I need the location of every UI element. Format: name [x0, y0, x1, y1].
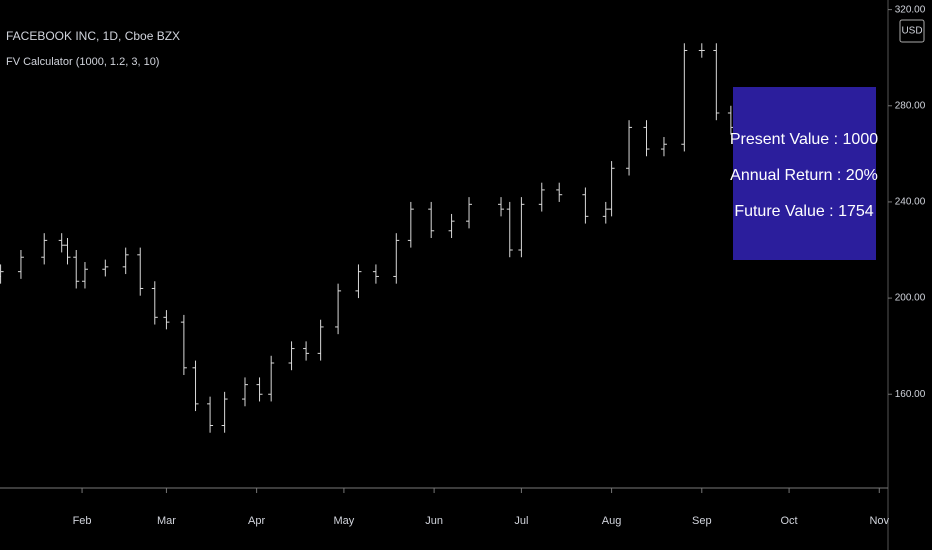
y-tick-label: 160.00: [895, 389, 926, 400]
info-row: Future Value : 1754: [734, 203, 873, 220]
symbol-title: FACEBOOK INC, 1D, Cboe BZX: [6, 29, 180, 43]
y-tick-label: 280.00: [895, 100, 926, 111]
x-tick-label: May: [334, 515, 355, 527]
x-tick-label: Feb: [73, 515, 92, 527]
y-tick-label: 320.00: [895, 4, 926, 15]
x-tick-label: Nov: [869, 515, 889, 527]
x-tick-label: Aug: [602, 515, 622, 527]
x-tick-label: Mar: [157, 515, 176, 527]
currency-label[interactable]: USD: [901, 26, 922, 37]
x-tick-label: Jun: [425, 515, 443, 527]
x-tick-label: Oct: [781, 515, 798, 527]
currency-box[interactable]: [899, 19, 925, 43]
y-tick-label: 240.00: [895, 197, 926, 208]
info-row: Present Value : 1000: [730, 131, 878, 148]
x-tick-label: Jul: [514, 515, 528, 527]
indicator-label: FV Calculator (1000, 1.2, 3, 10): [6, 56, 159, 68]
y-tick-label: 200.00: [895, 293, 926, 304]
info-table: [733, 87, 876, 260]
info-row: Annual Return : 20%: [730, 167, 878, 184]
x-tick-label: Sep: [692, 515, 712, 527]
x-tick-label: Apr: [248, 515, 265, 527]
